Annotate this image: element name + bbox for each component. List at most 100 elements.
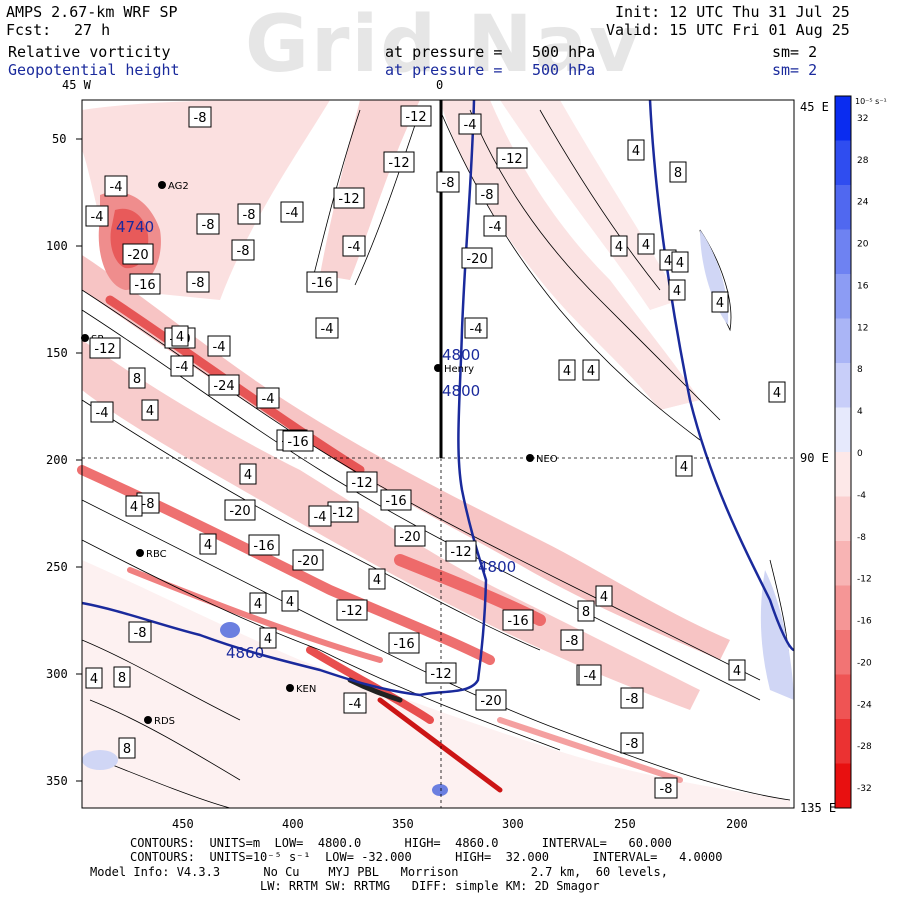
vorticity-label: 8 [118,737,136,759]
y-tick: 100 [46,239,68,253]
colorbar-segment [835,541,851,586]
colorbar-tick: 8 [857,365,863,375]
svg-text:-12: -12 [341,604,362,619]
vorticity-label: 8 [669,161,687,183]
x-axis: 450 400 350 300 250 200 [172,817,748,831]
vorticity-label: -12 [445,540,477,562]
vorticity-label: -12 [333,187,365,209]
lon-label-0: 0 [436,78,444,92]
svg-text:-12: -12 [338,192,359,207]
field2-pressure-label: at pressure = [385,61,503,79]
vorticity-label: 8 [113,666,131,688]
vorticity-label: -12 [346,471,378,493]
colorbar-segment [835,630,851,675]
svg-text:-4: -4 [489,220,502,235]
svg-text:4: 4 [204,538,212,553]
vorticity-label: -16 [380,489,412,511]
svg-text:4: 4 [716,296,724,311]
x-tick: 400 [282,817,304,831]
vorticity-label: 4 [281,590,299,612]
svg-text:4: 4 [373,573,381,588]
colorbar-segment [835,674,851,719]
vorticity-label: 4 [675,455,693,477]
svg-text:4: 4 [146,404,154,419]
y-tick: 200 [46,453,68,467]
svg-text:-4: -4 [286,206,299,221]
svg-text:-24: -24 [213,379,234,394]
colorbar-tick: -28 [857,742,872,752]
svg-text:-8: -8 [481,188,494,203]
vorticity-label: -4 [90,401,114,423]
svg-text:-8: -8 [243,208,256,223]
vorticity-label: -4 [104,175,128,197]
vorticity-label: 4 [671,251,689,273]
colorbar-tick: 4 [857,407,863,417]
svg-text:-8: -8 [626,692,639,707]
vorticity-shading [82,100,790,808]
colorbar-tick: 12 [857,323,868,333]
svg-text:4: 4 [676,256,684,271]
init-time: Init: 12 UTC Thu 31 Jul 25 [615,3,850,21]
lon-label-45w: 45 W [62,78,91,92]
vorticity-label: 4 [582,359,600,381]
watermark: Grid Nav [245,0,642,90]
x-tick: 250 [614,817,636,831]
vorticity-label: -12 [383,151,415,173]
svg-text:4: 4 [680,460,688,475]
svg-text:-4: -4 [262,392,275,407]
vorticity-label: -4 [308,505,332,527]
svg-text:-16: -16 [311,276,332,291]
svg-text:8: 8 [123,742,131,757]
svg-text:-8: -8 [142,497,155,512]
svg-text:4: 4 [286,595,294,610]
colorbar-unit: 10⁻⁵ s⁻¹ [855,97,887,106]
svg-text:4: 4 [642,238,650,253]
y-axis: 50 100 150 200 250 300 350 [46,132,82,788]
field1-pressure: 500 hPa [532,43,596,61]
colorbar-segment [835,585,851,630]
svg-text:-4: -4 [321,322,334,337]
svg-text:8: 8 [582,605,590,620]
y-tick: 50 [52,132,66,146]
height-label: 4800 [478,558,516,576]
vorticity-label: -4 [483,215,507,237]
svg-text:-16: -16 [287,435,308,450]
vorticity-labels: -12 -8 -4 -12 -12 -4 -8 -8 -12 -4 -20 -16 -8 -8 -4 -4 -8… [85,105,786,799]
forecast-label: Fcst: [6,21,52,39]
vorticity-label: -8 [186,271,210,293]
vorticity-contours [81,109,791,809]
vorticity-label: -8 [188,106,212,128]
field1-smoothing: sm= 2 [772,43,818,61]
x-tick: 200 [726,817,748,831]
colorbar-segment [835,140,851,185]
field2-smoothing: sm= 2 [772,61,818,79]
svg-text:-8: -8 [660,782,673,797]
svg-text:-20: -20 [480,694,501,709]
colorbar-segment [835,407,851,452]
height-label: 4800 [442,382,480,400]
svg-text:-16: -16 [393,637,414,652]
vorticity-label: -4 [256,387,280,409]
vorticity-label: -8 [237,203,261,225]
field2-pressure: 500 hPa [532,61,596,79]
vorticity-label: 4 [668,279,686,301]
vorticity-label: -4 [458,113,482,135]
svg-text:-12: -12 [332,506,353,521]
svg-text:-4: -4 [96,406,109,421]
lon-label-45e: 45 E [800,100,829,114]
svg-text:4: 4 [773,386,781,401]
svg-text:-16: -16 [253,539,274,554]
colorbar-segment [835,496,851,541]
svg-text:-16: -16 [507,614,528,629]
lon-label-90e: 90 E [800,451,829,465]
colorbar-tick: -16 [857,617,872,627]
colorbar-tick: 32 [857,114,868,124]
svg-text:-8: -8 [566,634,579,649]
vorticity-label: -16 [129,273,161,295]
svg-text:-4: -4 [91,210,104,225]
vorticity-label: 4 [610,235,628,257]
field2-name: Geopotential height [8,61,180,79]
vorticity-label: 4 [259,627,277,649]
colorbar-tick: -8 [857,533,866,543]
colorbar-segment [835,318,851,363]
